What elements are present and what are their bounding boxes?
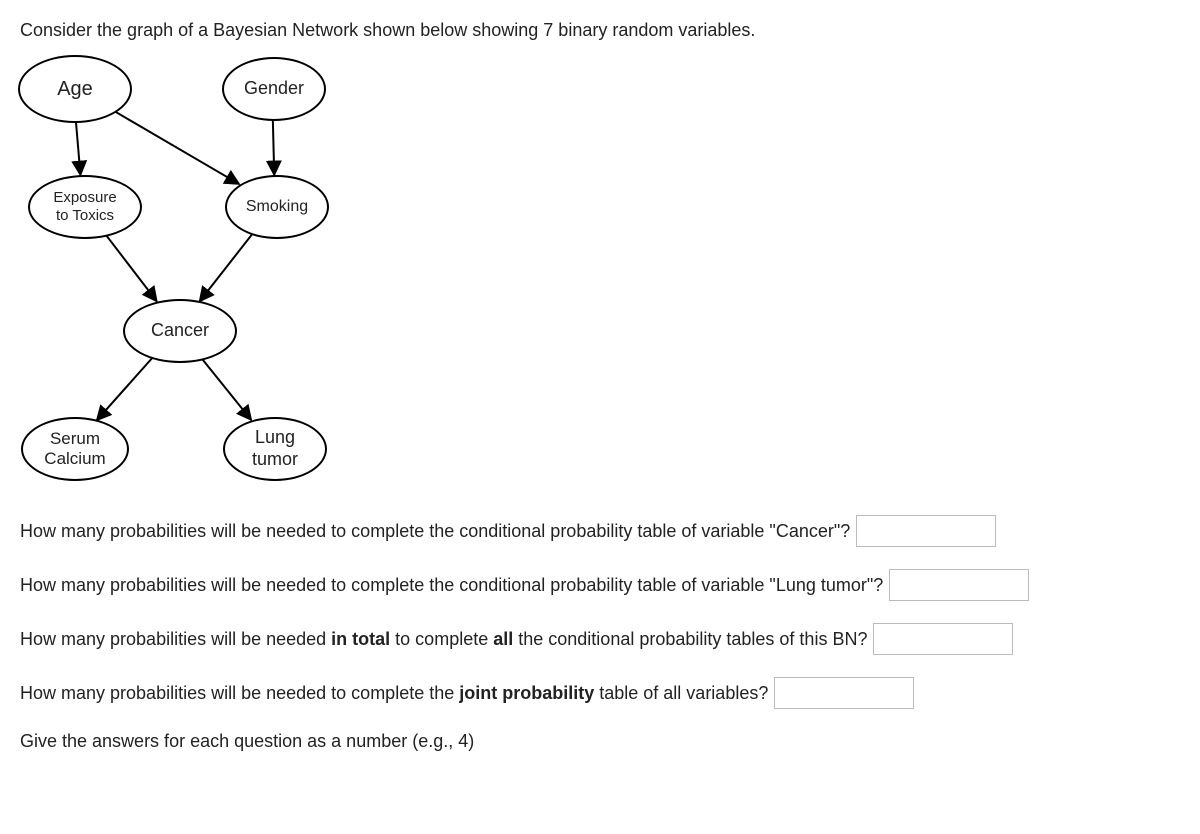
final-instruction: Give the answers for each question as a … (20, 731, 1180, 752)
question-1: How many probabilities will be needed to… (20, 515, 1180, 547)
answer-input-total[interactable] (873, 623, 1013, 655)
question-4: How many probabilities will be needed to… (20, 677, 1180, 709)
answer-input-cancer[interactable] (856, 515, 996, 547)
node-age: Age (18, 55, 132, 123)
node-serum: Serum Calcium (21, 417, 129, 481)
question-2: How many probabilities will be needed to… (20, 569, 1180, 601)
question-2-text: How many probabilities will be needed to… (20, 575, 883, 596)
node-lung: Lung tumor (223, 417, 327, 481)
answer-input-joint[interactable] (774, 677, 914, 709)
intro-text: Consider the graph of a Bayesian Network… (20, 20, 1180, 41)
node-exposure: Exposure to Toxics (28, 175, 142, 239)
edge-age-exposure (76, 119, 81, 175)
answer-input-lung-tumor[interactable] (889, 569, 1029, 601)
node-smoking: Smoking (225, 175, 329, 239)
edge-age-smoking (112, 110, 239, 184)
bayesian-network-graph: Age Gender Exposure to Toxics Smoking Cancer… (20, 47, 380, 487)
question-3-text: How many probabilities will be needed in… (20, 629, 867, 650)
node-cancer: Cancer (123, 299, 237, 363)
question-3: How many probabilities will be needed in… (20, 623, 1180, 655)
edge-cancer-serum (97, 356, 154, 420)
edge-smoking-cancer (200, 232, 254, 301)
edge-exposure-cancer (104, 233, 157, 302)
edge-gender-smoking (273, 117, 274, 175)
question-4-text: How many probabilities will be needed to… (20, 683, 768, 704)
question-1-text: How many probabilities will be needed to… (20, 521, 850, 542)
edge-cancer-lung (200, 356, 251, 420)
node-gender: Gender (222, 57, 326, 121)
